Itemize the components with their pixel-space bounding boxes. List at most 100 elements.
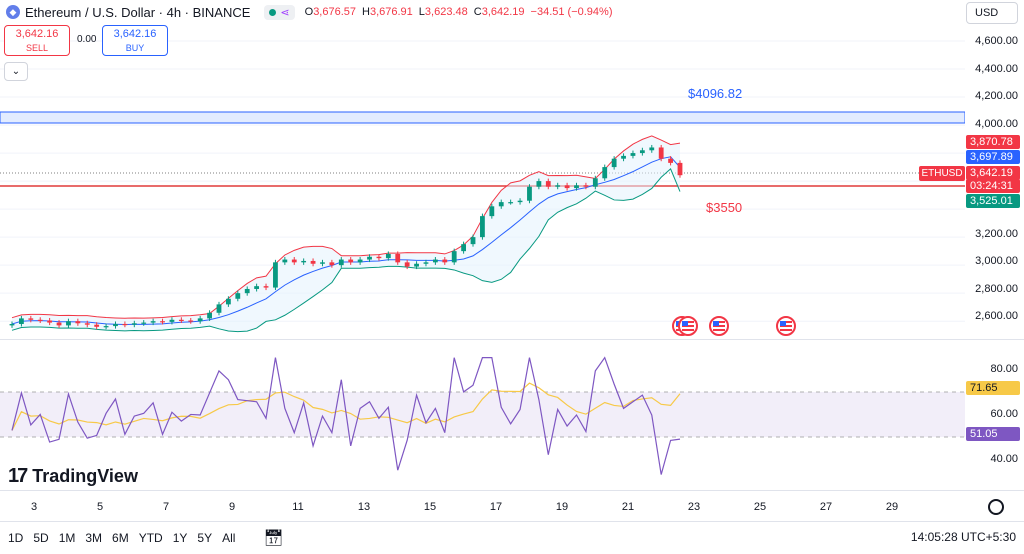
candle[interactable] — [517, 198, 523, 205]
candle[interactable] — [367, 254, 372, 263]
resistance-label[interactable]: $4096.82 — [688, 86, 743, 101]
range-all-button[interactable]: All — [222, 531, 236, 545]
range-1y-button[interactable]: 1Y — [172, 531, 188, 545]
candle[interactable] — [178, 317, 184, 324]
candle[interactable] — [150, 318, 156, 326]
range-6m-button[interactable]: 6M — [112, 531, 129, 545]
candle[interactable] — [301, 258, 307, 265]
candle[interactable] — [385, 251, 391, 261]
gear-icon[interactable] — [988, 499, 1004, 515]
candle[interactable] — [668, 156, 673, 166]
bollinger-upper-line[interactable] — [11, 135, 681, 319]
candle[interactable] — [404, 259, 410, 270]
candle[interactable] — [621, 153, 626, 162]
time-readout[interactable]: 14:05:28 UTC+5:30 — [910, 530, 1016, 544]
support-label[interactable]: $3550 — [706, 200, 743, 215]
candle[interactable] — [47, 317, 53, 326]
candle[interactable] — [37, 317, 43, 324]
candle[interactable] — [19, 315, 24, 327]
candle[interactable] — [273, 259, 278, 291]
candle[interactable] — [113, 321, 118, 329]
market-status-pill[interactable]: ⋖ — [264, 4, 295, 20]
candle[interactable] — [207, 310, 212, 321]
candle[interactable] — [658, 144, 664, 162]
candle[interactable] — [254, 283, 260, 292]
candle[interactable] — [75, 318, 81, 326]
rsi-pane[interactable] — [0, 340, 965, 490]
candle[interactable] — [131, 320, 137, 328]
candle[interactable] — [545, 178, 551, 190]
candle[interactable] — [66, 318, 71, 328]
tradingview-logo[interactable]: 17 TradingView — [8, 465, 138, 488]
range-ytd-button[interactable]: YTD — [138, 531, 163, 545]
candle[interactable] — [329, 259, 335, 268]
candle[interactable] — [602, 164, 608, 181]
range-1d-button[interactable]: 1D — [8, 531, 24, 545]
candle[interactable] — [536, 178, 542, 190]
candle[interactable] — [461, 241, 467, 254]
calendar-goto-icon[interactable]: 📅︎ — [263, 530, 284, 547]
candle[interactable] — [592, 175, 598, 190]
candle[interactable] — [9, 321, 15, 328]
candle[interactable] — [103, 323, 109, 330]
bollinger-lower-line[interactable] — [11, 168, 681, 333]
candle[interactable] — [527, 184, 532, 204]
buy-button[interactable]: 3,642.16 BUY — [102, 25, 168, 56]
candle[interactable] — [423, 259, 429, 267]
candle[interactable] — [338, 257, 344, 268]
ethereum-icon[interactable]: ◆ — [6, 5, 20, 19]
us-flag-event-icon[interactable] — [776, 316, 796, 336]
candle[interactable] — [357, 257, 363, 265]
candle[interactable] — [564, 182, 570, 191]
us-flag-event-icon[interactable] — [678, 316, 698, 336]
candle[interactable] — [489, 203, 495, 219]
candle[interactable] — [639, 147, 645, 156]
us-flag-event-icon[interactable] — [709, 316, 729, 336]
candle[interactable] — [480, 213, 485, 240]
candle[interactable] — [94, 322, 100, 330]
candle[interactable] — [677, 160, 683, 178]
candle[interactable] — [56, 320, 62, 328]
rsi-line[interactable] — [11, 356, 681, 475]
candle[interactable] — [310, 258, 316, 267]
candle[interactable] — [555, 182, 561, 190]
candle[interactable] — [649, 144, 655, 153]
candle[interactable] — [630, 150, 636, 159]
candle[interactable] — [432, 257, 438, 265]
candle[interactable] — [291, 257, 297, 265]
candle[interactable] — [451, 248, 457, 265]
candle[interactable] — [320, 259, 325, 267]
candle[interactable] — [235, 290, 241, 302]
candle[interactable] — [188, 317, 194, 324]
candle[interactable] — [216, 301, 222, 316]
symbol-title[interactable]: Ethereum / U.S. Dollar · 4h · BINANCE — [25, 4, 251, 20]
candle[interactable] — [225, 296, 231, 307]
candle[interactable] — [141, 320, 147, 326]
candle[interactable] — [414, 261, 419, 270]
collapse-legend-button[interactable]: ⌄ — [4, 62, 28, 81]
range-3m-button[interactable]: 3M — [85, 531, 103, 545]
candle[interactable] — [169, 317, 175, 325]
candle[interactable] — [122, 321, 128, 328]
range-5d-button[interactable]: 5D — [33, 531, 49, 545]
candle[interactable] — [583, 182, 589, 190]
candle[interactable] — [160, 318, 165, 325]
candle[interactable] — [395, 251, 401, 265]
candle[interactable] — [282, 257, 288, 265]
candle[interactable] — [348, 257, 354, 265]
share-icon[interactable]: ⋖ — [280, 6, 290, 19]
candle[interactable] — [263, 283, 269, 291]
candle[interactable] — [376, 254, 382, 261]
candle[interactable] — [28, 315, 34, 323]
candle[interactable] — [470, 234, 476, 247]
resistance-zone[interactable] — [0, 111, 965, 124]
range-1m-button[interactable]: 1M — [58, 531, 76, 545]
range-5y-button[interactable]: 5Y — [197, 531, 213, 545]
candle[interactable] — [244, 286, 250, 296]
sell-button[interactable]: 3,642.16 SELL — [4, 25, 70, 56]
candle[interactable] — [611, 156, 617, 170]
currency-selector[interactable]: USD — [966, 2, 1018, 24]
candle[interactable] — [442, 257, 448, 265]
candle[interactable] — [84, 320, 90, 328]
candle[interactable] — [574, 182, 579, 191]
